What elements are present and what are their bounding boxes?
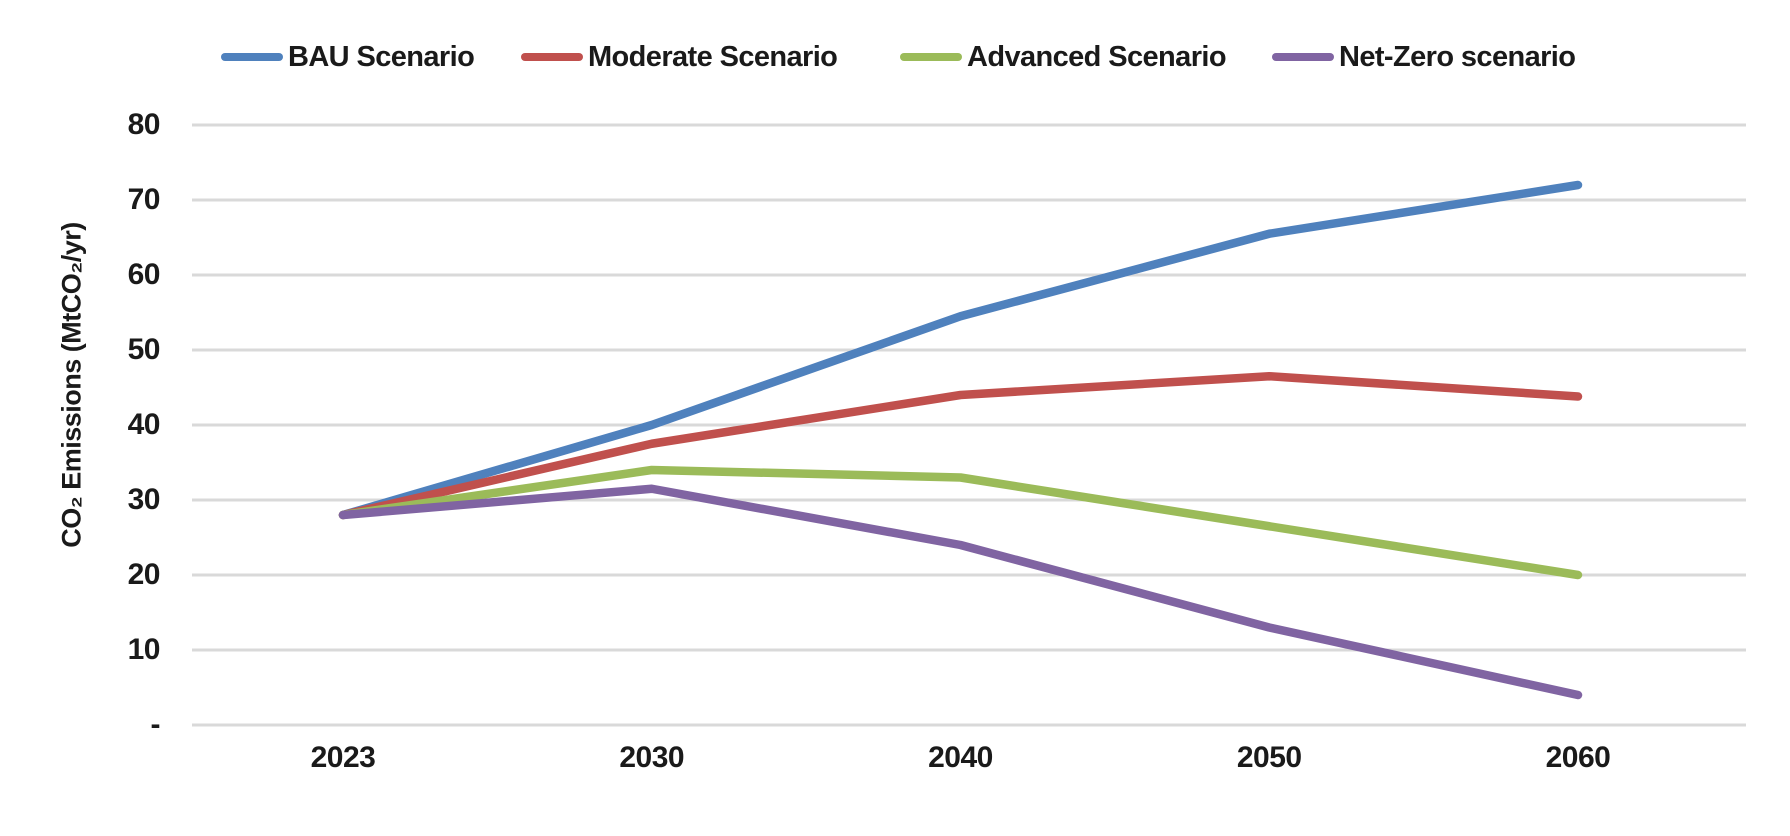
legend-item-bau-scenario: BAU Scenario <box>221 40 475 74</box>
x-tick-label-2030: 2030 <box>619 741 685 774</box>
legend-swatch-advanced-scenario <box>900 53 962 61</box>
y-tick-label-10: 10 <box>127 633 161 666</box>
y-tick-label-60: 60 <box>127 258 161 291</box>
legend-label-advanced-scenario: Advanced Scenario <box>967 40 1227 73</box>
legend-swatch-net-zero-scenario <box>1272 53 1334 61</box>
y-tick-label-50: 50 <box>127 333 161 366</box>
y-axis-title: CO₂ Emissions (MtCO₂/yr) <box>56 222 87 548</box>
y-tick-label-80: 80 <box>127 108 161 141</box>
legend-item-advanced-scenario: Advanced Scenario <box>900 40 1227 74</box>
legend-label-net-zero-scenario: Net-Zero scenario <box>1339 40 1576 73</box>
series-line-bau-scenario <box>338 180 1583 520</box>
x-tick-label-2060: 2060 <box>1545 741 1611 774</box>
x-tick-label-2050: 2050 <box>1236 741 1302 774</box>
legend-item-moderate-scenario: Moderate Scenario <box>521 40 838 74</box>
legend-swatch-moderate-scenario <box>521 53 583 61</box>
legend-label-moderate-scenario: Moderate Scenario <box>588 40 838 73</box>
y-tick-label-20: 20 <box>127 558 161 591</box>
legend-item-net-zero-scenario: Net-Zero scenario <box>1272 40 1576 74</box>
series-line-moderate-scenario <box>338 372 1583 520</box>
series-line-net-zero-scenario <box>338 484 1583 700</box>
series-line-advanced-scenario <box>338 465 1583 580</box>
y-tick-label-70: 70 <box>127 183 161 216</box>
x-tick-label-2023: 2023 <box>310 741 376 774</box>
legend-swatch-bau-scenario <box>221 53 283 61</box>
x-tick-label-2040: 2040 <box>928 741 993 774</box>
legend-label-bau-scenario: BAU Scenario <box>288 40 475 73</box>
y-tick-label-40: 40 <box>127 408 161 441</box>
y-tick-label-0: - <box>150 708 161 741</box>
y-tick-label-30: 30 <box>127 483 161 516</box>
